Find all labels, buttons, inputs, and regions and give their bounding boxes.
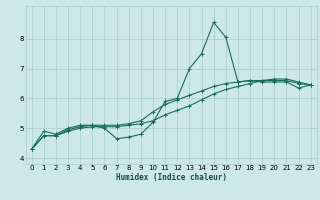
X-axis label: Humidex (Indice chaleur): Humidex (Indice chaleur) — [116, 173, 227, 182]
